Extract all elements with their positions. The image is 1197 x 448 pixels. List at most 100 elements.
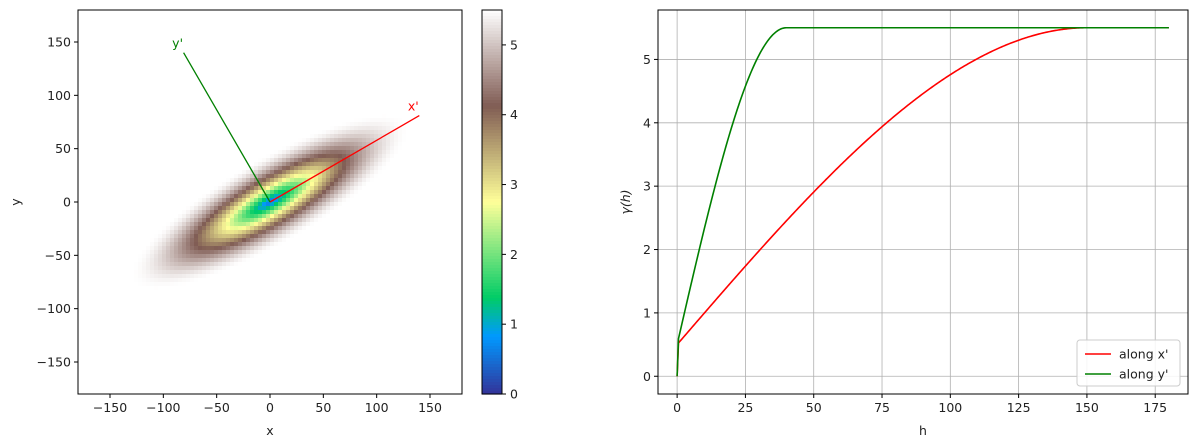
heat-cell (150, 334, 155, 339)
heat-cell (202, 18, 207, 23)
heat-cell (90, 94, 95, 99)
heat-cell (118, 182, 123, 187)
heat-cell (122, 18, 127, 23)
heat-cell (106, 218, 111, 223)
heat-cell (102, 18, 107, 23)
heat-cell (182, 246, 187, 251)
heat-cell (102, 250, 107, 255)
heat-cell (266, 374, 271, 379)
heat-cell (258, 286, 263, 291)
heat-cell (238, 194, 243, 199)
heat-cell (86, 314, 91, 319)
heat-cell (246, 338, 251, 343)
heat-cell (274, 390, 279, 395)
heat-cell (262, 242, 267, 247)
heat-cell (158, 226, 163, 231)
heat-cell (118, 166, 123, 171)
heat-cell (202, 302, 207, 307)
heat-cell (178, 130, 183, 135)
heat-cell (94, 270, 99, 275)
heat-cell (90, 278, 95, 283)
heat-cell (98, 330, 103, 335)
heat-cell (194, 86, 199, 91)
heat-cell (126, 94, 131, 99)
heat-cell (98, 162, 103, 167)
heat-cell (158, 178, 163, 183)
heat-cell (210, 66, 215, 71)
heat-cell (126, 174, 131, 179)
heat-cell (178, 58, 183, 63)
heat-cell (82, 154, 87, 159)
heat-cell (98, 94, 103, 99)
heat-cell (102, 34, 107, 39)
heat-cell (186, 114, 191, 119)
heat-cell (234, 270, 239, 275)
heat-cell (130, 330, 135, 335)
heat-cell (262, 270, 267, 275)
heat-cell (198, 142, 203, 147)
heat-cell (98, 238, 103, 243)
heat-cell (170, 382, 175, 387)
heat-cell (254, 150, 259, 155)
heat-cell (282, 250, 287, 255)
heat-cell (194, 46, 199, 51)
heat-cell (282, 246, 287, 251)
heat-cell (98, 62, 103, 67)
heat-cell (230, 10, 235, 15)
heat-cell (210, 254, 215, 259)
heat-cell (246, 106, 251, 111)
heat-cell (90, 282, 95, 287)
heat-cell (262, 110, 267, 115)
heat-cell (282, 346, 287, 351)
heat-cell (274, 190, 279, 195)
heat-cell (146, 242, 151, 247)
heat-cell (186, 238, 191, 243)
heat-cell (138, 294, 143, 299)
heat-cell (226, 286, 231, 291)
heat-cell (286, 10, 291, 15)
heat-cell (162, 154, 167, 159)
heat-cell (198, 282, 203, 287)
heat-cell (114, 98, 119, 103)
heat-cell (234, 50, 239, 55)
heat-cell (234, 138, 239, 143)
heat-cell (122, 222, 127, 227)
heat-cell (130, 62, 135, 67)
heat-cell (134, 258, 139, 263)
heat-cell (126, 38, 131, 43)
heat-cell (262, 282, 267, 287)
heat-cell (270, 54, 275, 59)
heat-cell (194, 366, 199, 371)
heat-cell (270, 214, 275, 219)
heat-cell (174, 298, 179, 303)
heat-cell (118, 66, 123, 71)
heat-cell (118, 278, 123, 283)
heat-cell (210, 178, 215, 183)
heat-cell (198, 378, 203, 383)
heat-cell (142, 314, 147, 319)
heat-cell (94, 78, 99, 83)
heat-cell (98, 30, 103, 35)
heat-cell (270, 186, 275, 191)
heat-cell (158, 358, 163, 363)
heat-cell (78, 358, 83, 363)
heat-cell (134, 26, 139, 31)
heat-cell (282, 182, 287, 187)
heat-cell (202, 198, 207, 203)
heat-cell (242, 358, 247, 363)
heat-cell (114, 114, 119, 119)
heat-cell (114, 286, 119, 291)
heat-cell (234, 130, 239, 135)
heat-cell (130, 366, 135, 371)
heat-cell (138, 42, 143, 47)
heat-cell (174, 66, 179, 71)
heat-cell (198, 334, 203, 339)
heat-cell (110, 102, 115, 107)
heat-cell (262, 126, 267, 131)
heat-cell (210, 306, 215, 311)
heat-cell (250, 286, 255, 291)
heat-cell (238, 182, 243, 187)
heat-cell (142, 294, 147, 299)
heat-cell (134, 58, 139, 63)
heat-cell (198, 202, 203, 207)
